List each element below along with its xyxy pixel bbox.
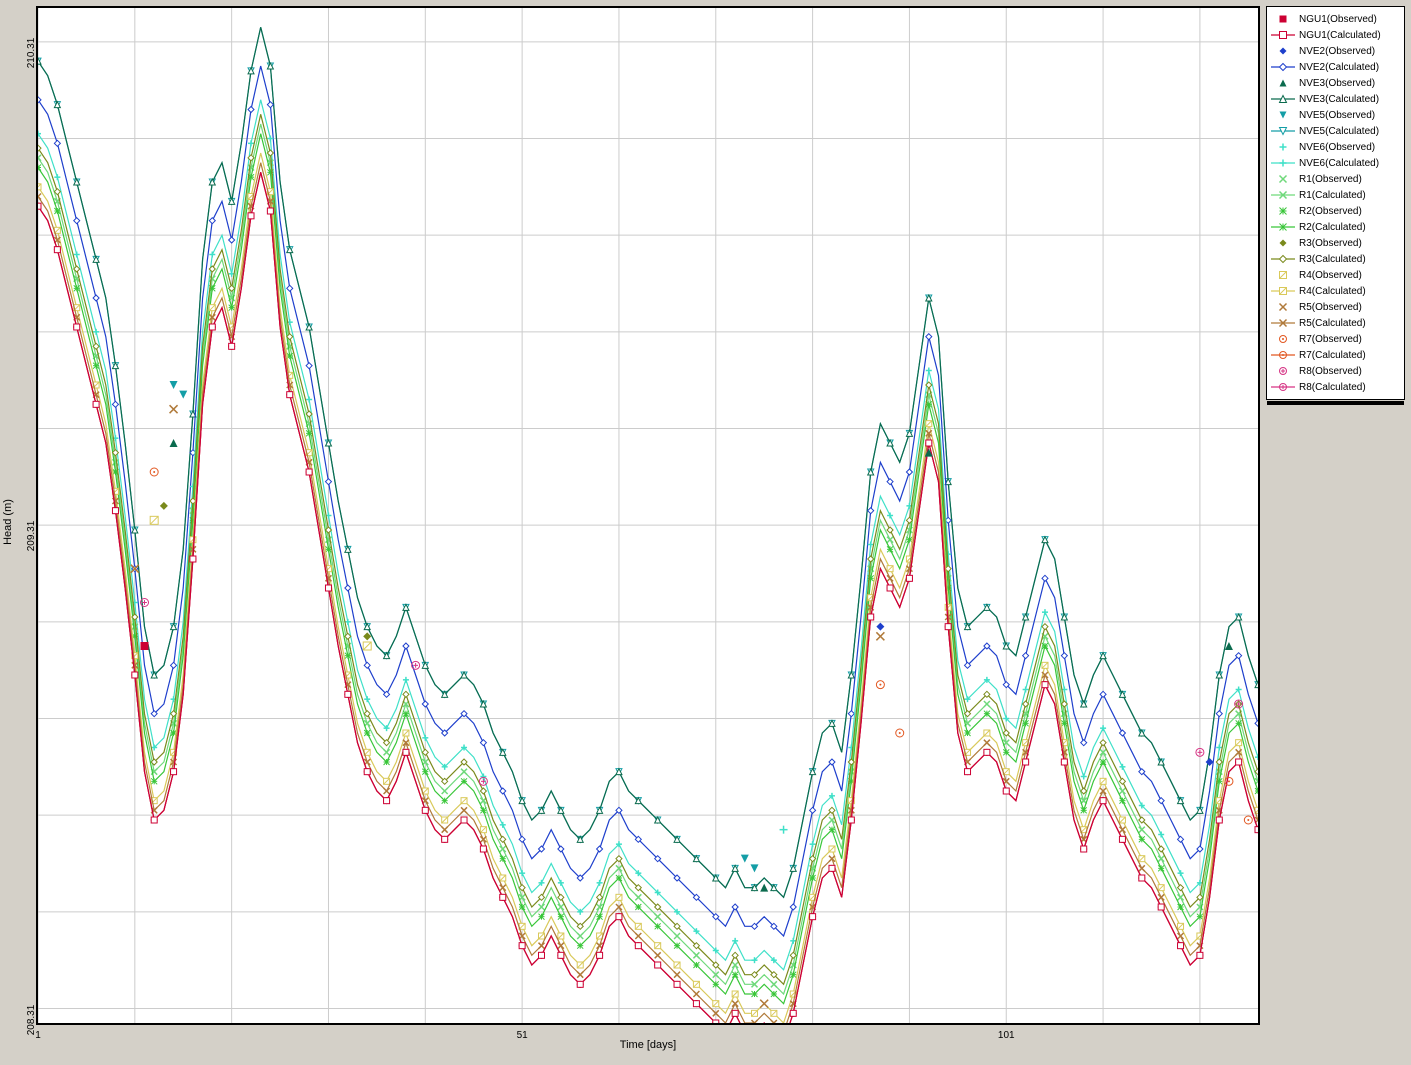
legend-item: R2(Observed) <box>1271 203 1400 219</box>
legend-label: R5(Observed) <box>1299 302 1362 313</box>
legend-swatch <box>1271 29 1295 41</box>
chart-area: Head (m) Time [days] 151101 208.31209.31… <box>36 6 1260 1025</box>
legend-swatch <box>1271 141 1295 153</box>
chart-panel: Head (m) Time [days] 151101 208.31209.31… <box>0 0 1266 1065</box>
legend-label: NVE3(Observed) <box>1299 78 1375 89</box>
legend-bottom-bar <box>1267 401 1404 405</box>
legend-item: R8(Calculated) <box>1271 379 1400 395</box>
legend-items: NGU1(Observed) NGU1(Calculated) NVE2(Obser… <box>1271 11 1400 395</box>
legend-swatch <box>1271 333 1295 345</box>
legend-label: R7(Observed) <box>1299 334 1362 345</box>
legend-panel: NGU1(Observed) NGU1(Calculated) NVE2(Obser… <box>1266 6 1405 400</box>
legend-swatch <box>1271 125 1295 137</box>
legend-label: NVE6(Observed) <box>1299 142 1375 153</box>
legend-label: NVE2(Calculated) <box>1299 62 1379 73</box>
legend-swatch <box>1271 93 1295 105</box>
legend-label: R1(Observed) <box>1299 174 1362 185</box>
y-tick-label: 209.31 <box>26 521 37 552</box>
legend-swatch <box>1271 237 1295 249</box>
legend-swatch <box>1271 317 1295 329</box>
legend-item: NVE6(Calculated) <box>1271 155 1400 171</box>
legend-item: NGU1(Calculated) <box>1271 27 1400 43</box>
legend-item: R2(Calculated) <box>1271 219 1400 235</box>
legend-label: R8(Observed) <box>1299 366 1362 377</box>
legend-item: R7(Observed) <box>1271 331 1400 347</box>
legend-swatch <box>1271 77 1295 89</box>
legend-label: NGU1(Observed) <box>1299 14 1377 25</box>
legend-item: NGU1(Observed) <box>1271 11 1400 27</box>
legend-label: NVE5(Observed) <box>1299 110 1375 121</box>
legend-item: R8(Observed) <box>1271 363 1400 379</box>
legend-swatch <box>1271 285 1295 297</box>
y-tick-label: 208.31 <box>26 1004 37 1035</box>
legend-label: NVE3(Calculated) <box>1299 94 1379 105</box>
legend-item: R3(Calculated) <box>1271 251 1400 267</box>
x-axis-label: Time [days] <box>620 1039 676 1051</box>
legend-label: R3(Calculated) <box>1299 254 1366 265</box>
legend-label: R5(Calculated) <box>1299 318 1366 329</box>
legend-item: R4(Calculated) <box>1271 283 1400 299</box>
legend-item: R1(Observed) <box>1271 171 1400 187</box>
legend-item: NVE6(Observed) <box>1271 139 1400 155</box>
legend-label: R3(Observed) <box>1299 238 1362 249</box>
legend-label: R4(Calculated) <box>1299 286 1366 297</box>
legend-swatch <box>1271 205 1295 217</box>
legend-label: R8(Calculated) <box>1299 382 1366 393</box>
y-axis-label: Head (m) <box>2 499 14 545</box>
legend-label: R1(Calculated) <box>1299 190 1366 201</box>
legend-item: NVE2(Observed) <box>1271 43 1400 59</box>
legend-label: NVE2(Observed) <box>1299 46 1375 57</box>
y-tick-label: 210.31 <box>26 38 37 69</box>
legend-item: NVE5(Observed) <box>1271 107 1400 123</box>
legend-item: NVE3(Observed) <box>1271 75 1400 91</box>
legend-label: R4(Observed) <box>1299 270 1362 281</box>
legend-label: NVE6(Calculated) <box>1299 158 1379 169</box>
legend-swatch <box>1271 13 1295 25</box>
legend-swatch <box>1271 349 1295 361</box>
legend-item: R1(Calculated) <box>1271 187 1400 203</box>
app-container: Head (m) Time [days] 151101 208.31209.31… <box>0 0 1411 1065</box>
legend-item: NVE2(Calculated) <box>1271 59 1400 75</box>
legend-swatch <box>1271 301 1295 313</box>
legend-item: R5(Observed) <box>1271 299 1400 315</box>
legend-item: R4(Observed) <box>1271 267 1400 283</box>
legend-label: R7(Calculated) <box>1299 350 1366 361</box>
legend-swatch <box>1271 365 1295 377</box>
legend-label: R2(Calculated) <box>1299 222 1366 233</box>
legend-swatch <box>1271 45 1295 57</box>
legend-label: NGU1(Calculated) <box>1299 30 1381 41</box>
legend-swatch <box>1271 173 1295 185</box>
legend-swatch <box>1271 381 1295 393</box>
x-tick-label: 51 <box>517 1030 528 1041</box>
legend-item: R5(Calculated) <box>1271 315 1400 331</box>
legend-swatch <box>1271 221 1295 233</box>
x-tick-label: 101 <box>998 1030 1015 1041</box>
legend-swatch <box>1271 109 1295 121</box>
legend-item: NVE5(Calculated) <box>1271 123 1400 139</box>
legend-swatch <box>1271 189 1295 201</box>
legend-item: NVE3(Calculated) <box>1271 91 1400 107</box>
legend-swatch <box>1271 269 1295 281</box>
legend-swatch <box>1271 61 1295 73</box>
legend-swatch <box>1271 253 1295 265</box>
legend-label: NVE5(Calculated) <box>1299 126 1379 137</box>
legend-item: R3(Observed) <box>1271 235 1400 251</box>
legend-label: R2(Observed) <box>1299 206 1362 217</box>
legend-swatch <box>1271 157 1295 169</box>
chart-svg <box>38 8 1258 1023</box>
legend-item: R7(Calculated) <box>1271 347 1400 363</box>
